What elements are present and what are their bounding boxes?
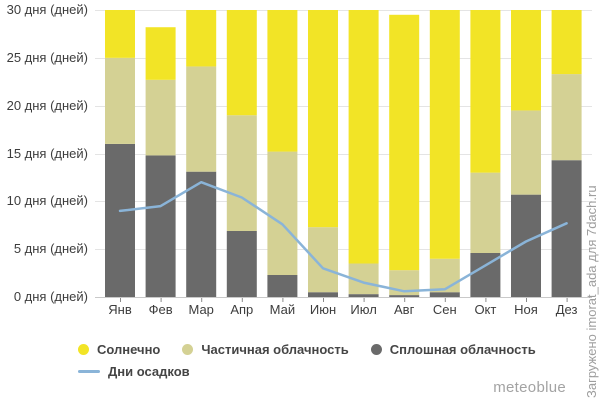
bar-segment xyxy=(348,294,379,297)
legend-item-precipitation-days: Дни осадков xyxy=(78,364,190,379)
bar-segment xyxy=(470,10,501,173)
bar-segment xyxy=(226,115,257,231)
legend-label-partly-cloudy: Частичная облачность xyxy=(201,342,349,357)
y-axis-tick-label: 25 дня (дней) xyxy=(6,49,88,65)
legend-row-line: Дни осадков xyxy=(78,362,558,381)
bar-segment xyxy=(105,10,135,58)
x-axis-month-label: Июн xyxy=(309,302,337,317)
bar-segment xyxy=(267,151,298,275)
y-axis-tick-label: 0 дня (дней) xyxy=(13,289,88,304)
x-axis-month-label: Окт xyxy=(474,302,497,317)
x-axis-month-label: Фев xyxy=(148,302,173,317)
x-axis-month-label: Авг xyxy=(394,302,415,317)
bar-segment xyxy=(389,295,420,297)
bar-segment xyxy=(145,27,176,80)
bar-segment xyxy=(511,110,541,195)
legend-item-partly-cloudy: Частичная облачность xyxy=(182,342,349,357)
x-axis-month-label: Ноя xyxy=(514,302,538,317)
x-axis-month-label: Май xyxy=(269,302,296,317)
y-axis-tick-label: 20 дня (дней) xyxy=(6,97,88,113)
bar-segment xyxy=(267,10,298,152)
bar-segment xyxy=(429,292,460,297)
overcast-swatch-icon xyxy=(370,344,382,355)
legend-label-precipitation-days: Дни осадков xyxy=(108,364,190,379)
legend-label-sunny: Солнечно xyxy=(97,342,161,357)
bar-segment xyxy=(186,171,217,297)
bar-segment xyxy=(429,10,460,259)
x-axis-month-label: Дез xyxy=(555,302,578,317)
x-axis-month-label: Июл xyxy=(350,302,377,317)
bar-segment xyxy=(145,155,176,297)
bar-segment xyxy=(308,292,338,297)
y-axis-tick-label: 10 дня (дней) xyxy=(6,193,88,209)
bar-segment xyxy=(186,66,217,172)
x-axis-month-label: Апр xyxy=(230,302,254,317)
y-axis-tick-label: 15 дня (дней) xyxy=(6,145,88,161)
bar-segment xyxy=(511,10,541,111)
bar-segment xyxy=(226,10,257,116)
x-axis-month-label: Янв xyxy=(108,302,132,317)
sunny-swatch-icon xyxy=(78,344,89,355)
bar-segment xyxy=(470,172,501,253)
precipitation-line-swatch-icon xyxy=(78,370,100,373)
bar-segment xyxy=(186,10,217,67)
x-axis-month-label: Сен xyxy=(432,302,457,317)
bar-segment xyxy=(145,79,176,156)
bar-segment xyxy=(105,143,135,297)
bar-segment xyxy=(511,194,541,297)
y-axis-tick-label: 30 дня (дней) xyxy=(6,2,88,17)
bar-segment xyxy=(308,227,338,293)
download-credit-text: Загружено imorat_ada для 7dach.ru xyxy=(584,185,599,398)
bar-segment xyxy=(551,74,582,161)
bar-segment xyxy=(105,57,135,144)
legend-row-bars: Солнечно Частичная облачность Сплошная о… xyxy=(78,340,558,359)
bar-segment xyxy=(389,14,420,271)
legend: Солнечно Частичная облачность Сплошная о… xyxy=(78,340,558,384)
x-axis-month-label: Мар xyxy=(188,302,214,317)
bar-segment xyxy=(226,230,257,297)
meteoblue-watermark: meteoblue xyxy=(493,379,566,396)
legend-item-sunny: Солнечно xyxy=(78,342,160,357)
bar-segment xyxy=(308,10,338,228)
partly-cloudy-swatch-icon xyxy=(182,344,194,355)
legend-label-overcast: Сплошная облачность xyxy=(389,342,536,357)
legend-item-overcast: Сплошная облачность xyxy=(370,342,536,357)
bar-segment xyxy=(348,10,379,264)
precipitation-line xyxy=(118,180,568,293)
bar-segment xyxy=(267,274,298,297)
bar-segment xyxy=(429,258,460,293)
bar-segment xyxy=(551,10,582,75)
y-axis-tick-label: 5 дня (дней) xyxy=(13,241,88,257)
